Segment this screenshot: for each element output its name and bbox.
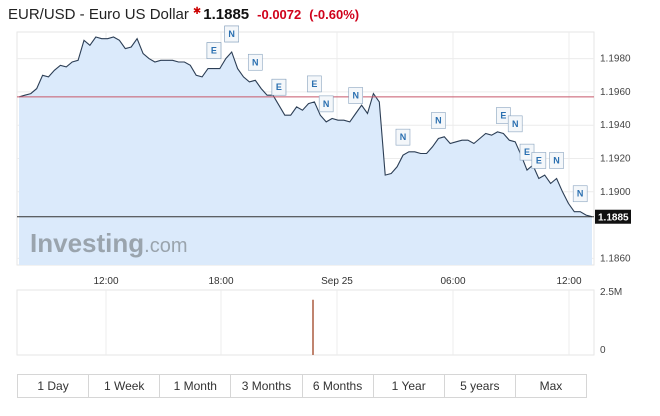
event-marker-box bbox=[271, 78, 287, 96]
price-change: -0.0072 bbox=[257, 7, 302, 22]
y-axis: 1.1980 1.1960 1.1940 1.1920 1.1900 1.1860 bbox=[600, 54, 631, 265]
event-marker-box bbox=[431, 112, 446, 129]
range-max[interactable]: Max bbox=[539, 379, 563, 393]
event-marker-label: E bbox=[524, 147, 530, 157]
event-marker-box bbox=[549, 152, 564, 169]
volume-bar bbox=[312, 299, 314, 355]
volume-tick-label: 0 bbox=[600, 345, 606, 356]
watermark-brand: Investing bbox=[30, 228, 144, 258]
chart-title: EUR/USD - Euro US Dollar ✱ 1.1885 -0.0072 (-… bbox=[8, 6, 359, 23]
y-tick-label: 1.1960 bbox=[600, 87, 631, 98]
current-price-tag-text: 1.1885 bbox=[598, 213, 629, 224]
event-marker-box bbox=[307, 75, 322, 93]
y-tick-label: 1.1980 bbox=[600, 54, 631, 65]
event-markers[interactable]: NENENEEENNNNENEENN bbox=[206, 25, 588, 203]
price-area bbox=[19, 37, 592, 265]
event-marker[interactable]: N bbox=[318, 95, 334, 113]
range-selector: 1 Day 1 Week 1 Month 3 Months 6 Months 1… bbox=[17, 374, 587, 398]
event-marker-label: N bbox=[553, 155, 560, 165]
event-marker-label: E bbox=[536, 155, 542, 165]
price-chart[interactable]: NENENEEENNNNENEENN 1.19801.19601.19401.1… bbox=[0, 0, 660, 372]
watermark-suffix: .com bbox=[144, 235, 187, 257]
event-marker-label: E bbox=[500, 111, 506, 121]
range-1-month[interactable]: 1 Month bbox=[160, 375, 232, 397]
y-tick-label: 1.1860 bbox=[600, 253, 631, 264]
event-marker-label: E bbox=[276, 82, 282, 92]
event-marker-box bbox=[247, 53, 263, 71]
event-marker-box bbox=[318, 95, 334, 113]
event-marker[interactable]: N bbox=[348, 87, 364, 104]
range-1-day[interactable]: 1 Day bbox=[18, 375, 90, 397]
range-6-months[interactable]: 6 Months bbox=[303, 375, 374, 397]
event-marker[interactable]: E bbox=[496, 107, 511, 124]
x-axis: 12:00 18:00 Sep 25 06:00 12:00 bbox=[93, 276, 581, 287]
event-marker[interactable]: E bbox=[307, 75, 322, 93]
y-tick-label: 1.1900 bbox=[600, 187, 631, 198]
event-marker[interactable]: N bbox=[247, 53, 263, 71]
event-marker[interactable]: N bbox=[224, 25, 239, 43]
event-marker-label: E bbox=[211, 46, 217, 56]
price-line bbox=[18, 36, 593, 218]
event-marker-box bbox=[507, 115, 523, 133]
volume-frame bbox=[16, 289, 595, 356]
event-marker[interactable]: N bbox=[572, 185, 588, 203]
event-marker-box bbox=[531, 152, 547, 169]
volume-panel: 2.5M 0 bbox=[16, 287, 622, 356]
event-marker[interactable]: E bbox=[206, 42, 222, 59]
event-marker-label: N bbox=[435, 116, 442, 126]
current-price: 1.1885 bbox=[203, 6, 250, 23]
event-marker-label: N bbox=[577, 189, 584, 199]
event-marker[interactable]: E bbox=[531, 152, 547, 169]
x-tick-label: 12:00 bbox=[93, 276, 118, 287]
event-marker[interactable]: N bbox=[549, 152, 564, 169]
star-icon[interactable]: ✱ bbox=[192, 6, 202, 17]
price-change-percent: (-0.60%) bbox=[309, 7, 360, 22]
symbol-title: EUR/USD - Euro US Dollar bbox=[8, 6, 189, 23]
event-marker-box bbox=[519, 143, 535, 161]
y-tick-label: 1.1940 bbox=[600, 120, 631, 131]
x-tick-label: 18:00 bbox=[208, 276, 233, 287]
y-tick-label: 1.1920 bbox=[600, 153, 631, 164]
event-marker-label: N bbox=[352, 91, 359, 101]
range-5-years[interactable]: 5 years bbox=[445, 375, 516, 397]
event-marker-label: N bbox=[512, 119, 519, 129]
event-marker-box bbox=[395, 128, 411, 146]
event-marker-box bbox=[572, 185, 588, 203]
range-3-months[interactable]: 3 Months bbox=[231, 375, 303, 397]
event-marker[interactable]: E bbox=[519, 143, 535, 161]
event-marker[interactable]: N bbox=[395, 128, 411, 146]
event-marker-label: N bbox=[323, 99, 330, 109]
x-tick-label: 06:00 bbox=[440, 276, 465, 287]
current-price-tag-bg bbox=[595, 209, 631, 224]
event-marker[interactable]: N bbox=[431, 112, 446, 129]
x-tick-label: Sep 25 bbox=[321, 276, 353, 287]
event-marker-box bbox=[348, 87, 364, 104]
event-marker-box bbox=[496, 107, 511, 124]
event-marker-box bbox=[224, 25, 239, 43]
event-marker-box bbox=[206, 42, 222, 59]
current-price-tag: 1.1885 bbox=[595, 209, 631, 224]
range-1-week[interactable]: 1 Week bbox=[89, 375, 161, 397]
event-marker-label: N bbox=[228, 29, 235, 39]
event-marker-label: N bbox=[400, 132, 407, 142]
event-marker[interactable]: N bbox=[507, 115, 523, 133]
volume-tick-label: 2.5M bbox=[600, 287, 622, 298]
event-marker-label: E bbox=[311, 79, 317, 89]
investing-watermark: Investing.com bbox=[30, 228, 187, 258]
range-1-year[interactable]: 1 Year bbox=[374, 375, 445, 397]
event-marker-label: N bbox=[252, 57, 259, 67]
event-marker[interactable]: E bbox=[271, 78, 287, 96]
x-tick-label: 12:00 bbox=[556, 276, 581, 287]
